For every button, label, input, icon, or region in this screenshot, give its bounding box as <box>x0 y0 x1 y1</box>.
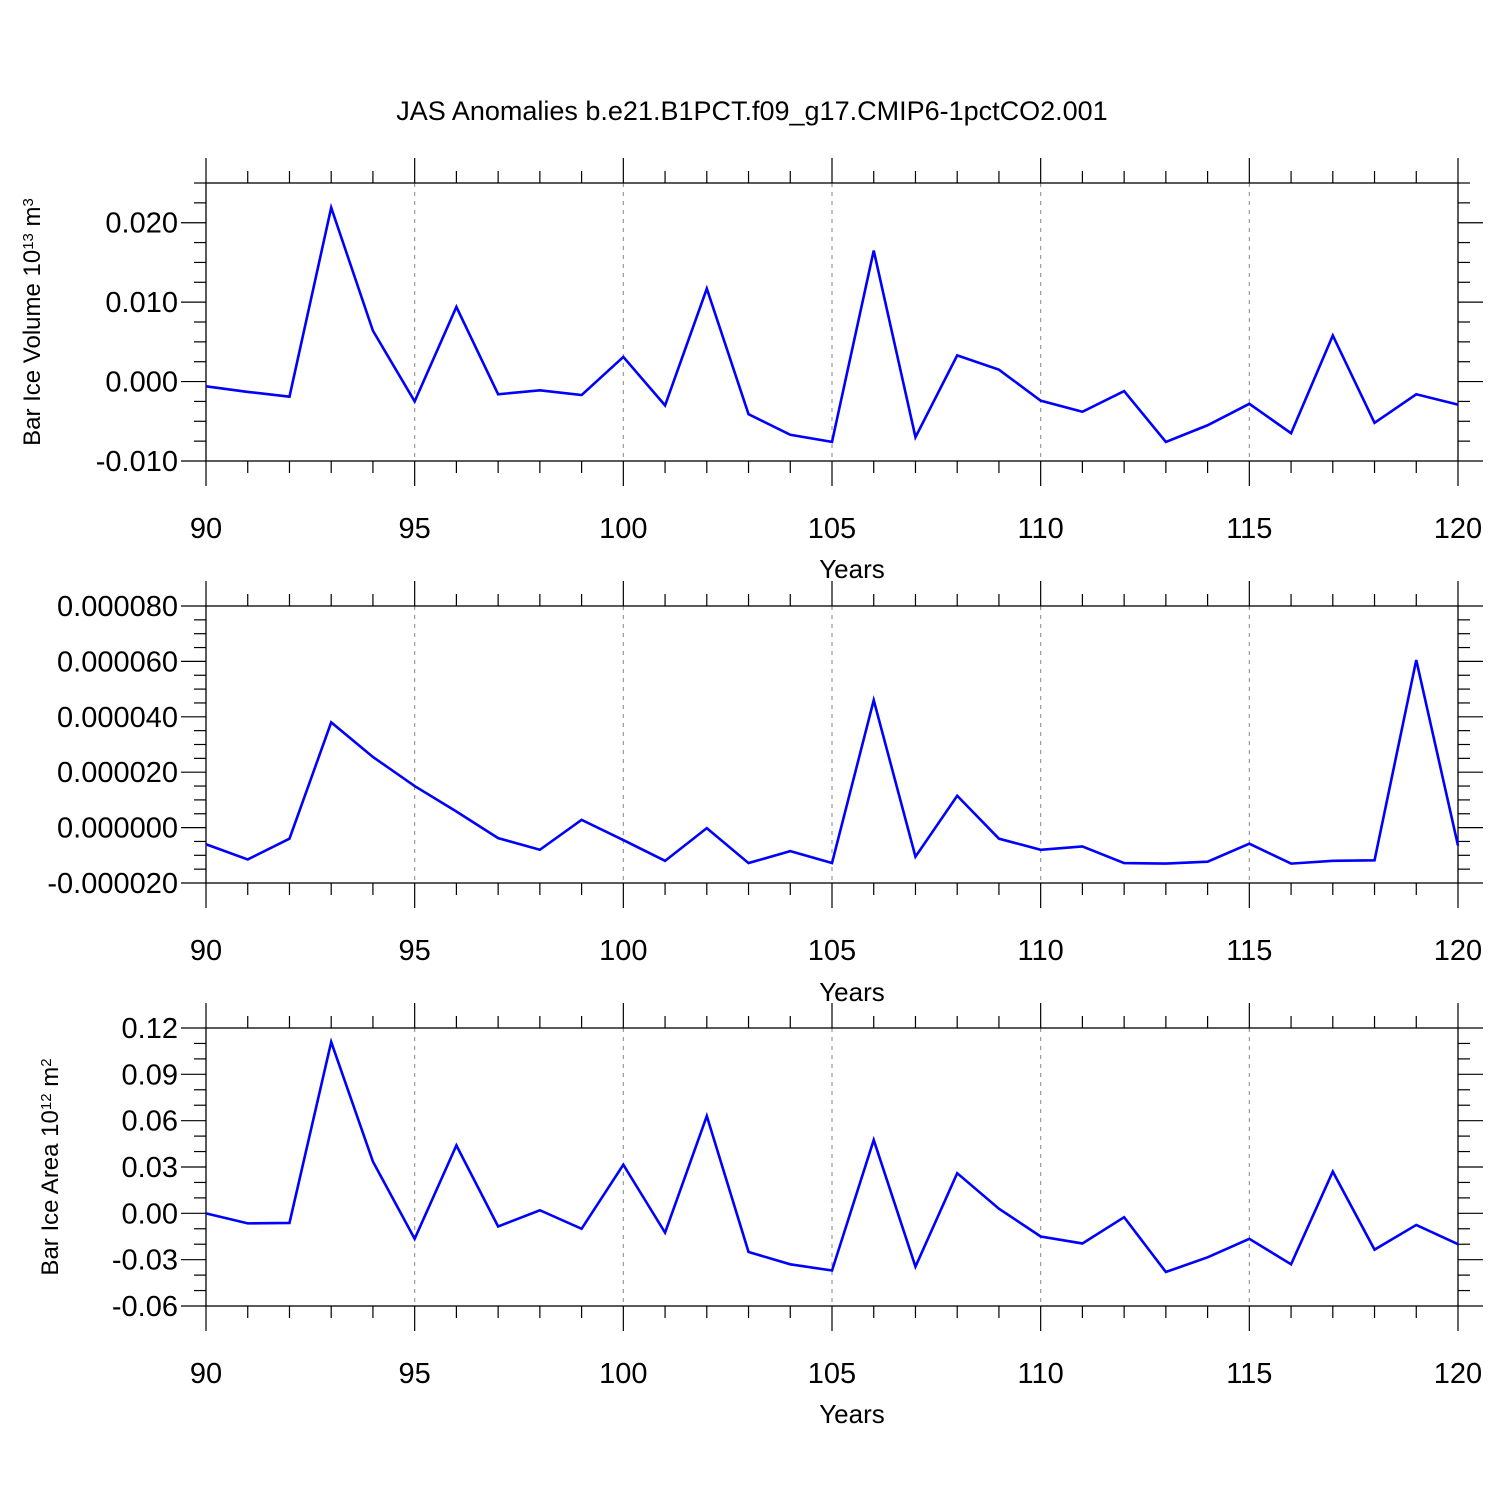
y-axis-label-part: m <box>19 206 46 233</box>
y-tick-label: -0.03 <box>112 1245 178 1277</box>
y-tick-label: -0.000020 <box>47 868 178 900</box>
series-line <box>205 202 1459 444</box>
x-tick-label: 95 <box>399 513 431 545</box>
y-tick-label: 0.00 <box>122 1198 178 1230</box>
x-tick-label: 100 <box>599 1358 647 1390</box>
x-tick-label: 100 <box>599 513 647 545</box>
y-tick-label: 0.000 <box>105 367 178 399</box>
x-tick-label: 120 <box>1434 935 1482 967</box>
y-tick-label: 0.03 <box>122 1152 178 1184</box>
x-tick-label: 115 <box>1226 935 1272 967</box>
x-axis-label: Years <box>819 977 885 1007</box>
y-axis-label-part: Bar Ice Volume 10 <box>19 250 46 446</box>
y-axis-label-part: Bar Ice Area 10 <box>37 1110 64 1275</box>
series-line <box>205 1037 1459 1274</box>
y-tick-label: -0.010 <box>96 446 178 478</box>
y-axis-label-part: m <box>37 1067 64 1094</box>
y-tick-label: 0.06 <box>122 1106 178 1138</box>
x-tick-label: 120 <box>1434 513 1482 545</box>
y-tick-label: 0.09 <box>122 1059 178 1091</box>
x-tick-label: 95 <box>399 1358 431 1390</box>
panel-3: 90 95 100 105 110 115 120 -0.06 -0.03 0.00 0.03 0.0… <box>37 1003 1483 1429</box>
series-line <box>205 659 1460 865</box>
x-tick-label: 105 <box>808 1358 856 1390</box>
y-axis-label-superscript: 3 <box>20 198 37 206</box>
x-axis-label: Years <box>819 1399 885 1429</box>
panels: 90 95 100 105 110 115 120 -0.010 0.000 0.010 0.020… <box>19 158 1483 1429</box>
x-axis-label: Years <box>819 554 885 584</box>
x-tick-label: 105 <box>808 513 856 545</box>
x-tick-label: 110 <box>1018 513 1064 545</box>
x-tick-label: 115 <box>1226 1358 1272 1390</box>
y-tick-label: 0.000020 <box>57 757 178 789</box>
x-tick-label: 115 <box>1226 513 1272 545</box>
y-axis-label: Bar Ice Volume 1013 m3 <box>19 198 46 446</box>
x-tick-label: 90 <box>190 1358 222 1390</box>
x-tick-label: 120 <box>1434 1358 1482 1390</box>
panel-2: 90 95 100 105 110 115 120 -0.000020 0.000000 0.00… <box>47 581 1483 1007</box>
y-axis-label-superscript: 13 <box>20 233 37 250</box>
y-tick-label: 0.000060 <box>57 646 178 678</box>
x-tick-label: 105 <box>808 935 856 967</box>
x-tick-label: 110 <box>1018 1358 1064 1390</box>
y-tick-label: 0.000040 <box>57 702 178 734</box>
y-tick-label: -0.06 <box>112 1291 178 1323</box>
y-tick-label: 0.12 <box>122 1013 178 1045</box>
x-tick-label: 90 <box>190 513 222 545</box>
y-tick-label: 0.000000 <box>57 813 178 845</box>
y-axis-label: Bar Ice Area 1012 m2 <box>37 1058 64 1275</box>
y-tick-label: 0.010 <box>105 287 178 319</box>
x-tick-label: 100 <box>599 935 647 967</box>
y-tick-label: 0.000080 <box>57 591 178 623</box>
x-tick-label: 95 <box>399 935 431 967</box>
y-tick-label: 0.020 <box>105 208 178 240</box>
x-tick-label: 110 <box>1018 935 1064 967</box>
x-tick-label: 90 <box>190 935 222 967</box>
y-axis-label-superscript: 12 <box>38 1093 55 1110</box>
panel-1: 90 95 100 105 110 115 120 -0.010 0.000 0.010 0.020… <box>19 158 1483 584</box>
figure-title: JAS Anomalies b.e21.B1PCT.f09_g17.CMIP6-… <box>396 96 1107 126</box>
y-axis-label-superscript: 2 <box>38 1058 55 1066</box>
